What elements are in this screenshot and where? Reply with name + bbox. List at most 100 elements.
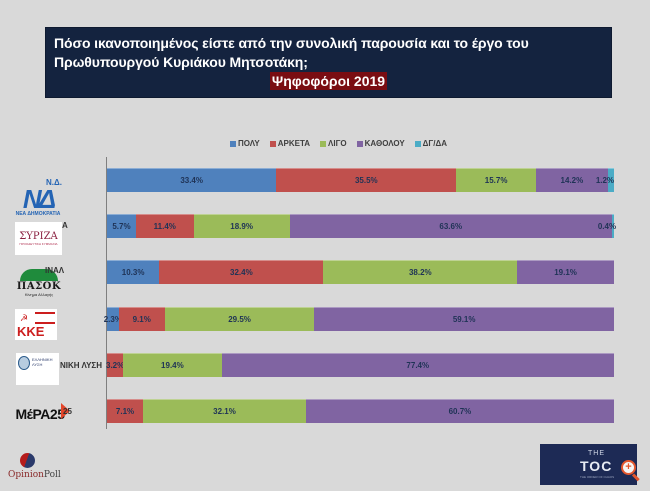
kke-logo-mark: ΚΚΕ [17,324,45,339]
mera25-label-fragment: 25 [63,407,72,416]
chart-title-line-2: Πρωθυπουργού Κυριάκου Μητσοτάκη; [54,54,308,70]
toc-sub-text: THE ORDER OF CHAOS [580,475,615,479]
legend-item: ΚΑΘΟΛΟΥ [356,139,405,148]
bar-segment: 14.2% [535,168,608,192]
legend-item: ΛΙΓΟ [320,139,347,148]
data-label: 32.1% [213,407,236,416]
data-label: 9.1% [132,315,151,324]
nd-logo-subtitle: ΝΕΑ ΔΗΜΟΚΡΑΤΙΑ [15,211,61,217]
bar-segment: 60.7% [305,399,614,423]
mera25-logo-mark: ΜέΡΑ25 [15,406,65,422]
bar-segment: 77.4% [221,353,614,377]
kke-logo-stripes [35,312,55,324]
pasok-logo: ΠΑΣΟΚ Κίνημα Αλλαγής [13,266,65,300]
data-label: 59.1% [452,315,476,324]
bar-segment: 33.4% [107,168,277,192]
data-label: 15.7% [484,176,508,185]
bar-segment: 38.2% [323,260,518,284]
legend-label: ΛΙΓΟ [328,139,347,148]
legend-swatch-icon [414,140,421,147]
bar-segment: 59.1% [314,307,614,331]
data-label: 63.6% [439,222,463,231]
data-label: 77.4% [406,361,430,370]
data-label: 60.7% [448,407,472,416]
legend-item: ΠΟΛΥ [230,139,260,148]
data-label: 32.4% [230,268,253,277]
elliniki-lysi-logo-mark: ΕΛΛΗΝΙΚΗ ΛΥΣΗ [32,357,53,367]
elliniki-lysi-label-fragment: ΝΙΚΗ ΛΥΣΗ [60,361,103,370]
bar-row: 10.3% 32.4% 38.2% 19.1% [107,260,614,284]
data-label: 5.7% [112,222,131,231]
legend-swatch-icon [230,140,236,147]
pasok-logo-mark: ΠΑΣΟΚ [16,281,62,292]
chart-subtitle: Ψηφοφόροι 2019 [269,72,388,90]
bar-segment: 32.1% [143,399,306,423]
bar-segment: 18.9% [193,214,290,238]
bar-segment: 19.4% [123,353,222,377]
bar-segment: 3.2% [106,353,125,377]
data-label: 7.1% [115,407,135,416]
bar-segment: 5.7% [107,214,136,238]
bar-segment: 32.4% [159,260,324,284]
legend-label: ΑΡΚΕΤΑ [277,139,311,148]
data-label: 18.9% [230,222,253,231]
data-label: 3.2% [106,361,125,370]
data-label: 19.4% [161,361,184,370]
syriza-logo-subtitle: ΠΡΟΟΔΕΥΤΙΚΗ ΣΥΜΜΑΧΙΑ [19,242,58,246]
bar-segment: 15.7% [456,168,536,192]
bar-segment: 63.6% [289,214,612,238]
opinion-poll-ball-icon [20,453,35,468]
kinal-label-fragment: ΙΝΑΛ [45,266,65,275]
data-label: 0.4% [597,222,617,231]
legend-item: ΑΡΚΕΤΑ [269,139,311,148]
chart-title-line-1: Πόσο ικανοποιημένος είστε από την συνολι… [54,35,529,51]
toc-mark-text: TOC [580,458,613,474]
toc-the-text: THE [588,450,605,457]
opinion-poll-wordmark: OpinionPoll [8,470,61,480]
chart-legend: ΠΟΛΥ ΑΡΚΕΤΑ ΛΙΓΟ ΚΑΘΟΛΟΥ ΔΓ/ΔΑ [230,139,447,148]
chart-title-box: Πόσο ικανοποιημένος είστε από την συνολι… [45,27,612,98]
hammer-sickle-icon: ☭ [20,313,29,323]
bar-row: 5.7% 11.4% 18.9% 63.6% 0.4% [107,214,616,238]
opinion-poll-wordmark-first: Opinion [8,470,44,480]
data-label: 14.2% [560,176,584,185]
elliniki-lysi-emblem-icon [18,356,30,370]
bar-row: 7.1% 32.1% 60.7% [107,399,614,423]
data-label: 10.3% [121,268,145,277]
data-label: 33.4% [180,176,203,185]
data-label: 38.2% [408,268,432,277]
bar-row: 33.4% 35.5% 15.7% 14.2% 1.2% [107,168,614,192]
category-axis-line [106,157,107,429]
zoom-plus-icon: + [621,460,636,475]
opinion-poll-logo: OpinionPoll [8,453,61,489]
bar-segment: 19.1% [517,260,614,284]
data-label: 35.5% [354,176,378,185]
syriza-logo-mark: ΣΥΡΙΖΑ [19,231,58,242]
mera25-logo: ΜέΡΑ25 [10,400,70,428]
bar-segment: 10.3% [107,260,160,284]
data-label: 29.5% [228,315,251,324]
bar-segment: 7.1% [107,399,144,423]
bar-segment: 11.4% [135,214,194,238]
legend-label: ΠΟΛΥ [238,139,260,148]
elliniki-lysi-logo: ΕΛΛΗΝΙΚΗ ΛΥΣΗ [16,353,59,385]
data-label: 1.2% [595,176,615,185]
pasok-logo-subtitle: Κίνημα Αλλαγής [24,292,54,297]
legend-swatch-icon [356,140,363,147]
pasok-sun-icon [20,269,58,281]
bar-segment: 0.4% [598,214,616,238]
bar-segment: 1.2% [596,168,614,192]
legend-label: ΔΓ/ΔΑ [422,139,447,148]
mera25-arrow-icon [61,403,70,419]
data-label: 2.3% [103,315,122,324]
bar-segment: 29.5% [164,307,315,331]
nd-logo-mark: ΝΔ [22,184,56,214]
legend-item: ΔΓ/ΔΑ [414,139,447,148]
bar-row: 3.2% 19.4% 77.4% [106,353,614,377]
bar-segment: 2.3% [103,307,122,331]
bar-segment: 9.1% [118,307,165,331]
the-toc-logo: THE TOC THE ORDER OF CHAOS [540,444,637,485]
syriza-logo: ΣΥΡΙΖΑ ΠΡΟΟΔΕΥΤΙΚΗ ΣΥΜΜΑΧΙΑ [15,222,62,255]
bar-row: 2.3% 9.1% 29.5% 59.1% [103,307,614,331]
zoom-in-button[interactable]: + [621,460,641,482]
